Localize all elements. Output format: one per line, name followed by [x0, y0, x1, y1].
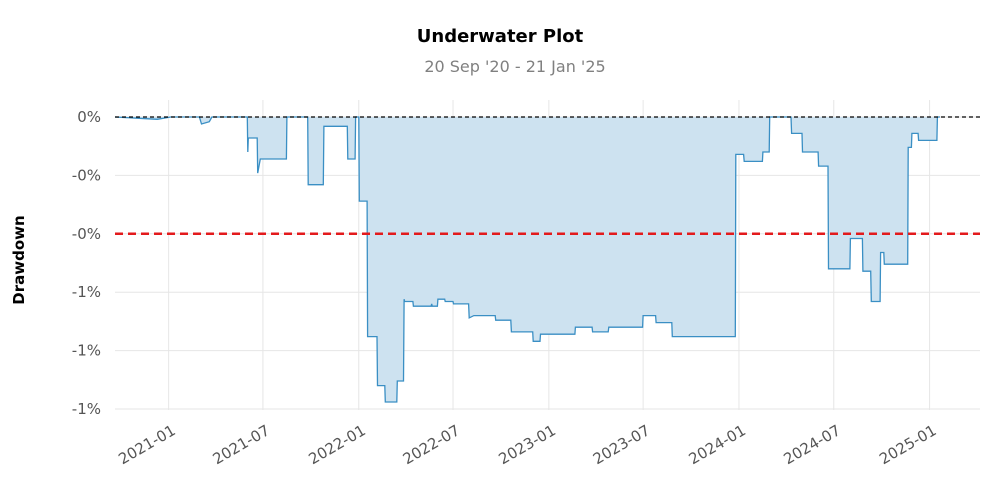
y-tick-label: -0% — [72, 225, 101, 243]
x-tick-label: 2022-01 — [305, 421, 368, 468]
x-tick-label: 2024-01 — [686, 421, 749, 468]
y-tick-label: -1% — [72, 400, 101, 418]
reference-lines — [115, 116, 980, 236]
drawdown-series — [114, 116, 940, 403]
y-tick-label: -1% — [72, 342, 101, 360]
x-tick-label: 2021-07 — [210, 421, 273, 468]
x-ticks: 2021-01 2021-07 2022-01 2022-07 2023-01 2023-… — [115, 421, 939, 468]
y-tick-label: 0% — [77, 108, 101, 126]
x-tick-label: 2022-07 — [400, 421, 463, 468]
chart-title: Underwater Plot — [416, 26, 584, 47]
x-tick-label: 2024-07 — [780, 421, 843, 468]
x-tick-label: 2023-01 — [496, 421, 559, 468]
y-tick-label: -0% — [72, 166, 101, 184]
drawdown-line — [114, 116, 940, 403]
y-ticks: 0% -0% -0% -1% -1% -1% — [72, 108, 101, 418]
x-tick-label: 2023-07 — [590, 421, 653, 468]
chart-subtitle: 20 Sep '20 - 21 Jan '25 — [424, 57, 606, 76]
y-tick-label: -1% — [72, 283, 101, 301]
x-tick-label: 2025-01 — [876, 421, 939, 468]
drawdown-area-fill — [115, 117, 940, 402]
x-tick-label: 2021-01 — [115, 421, 178, 468]
